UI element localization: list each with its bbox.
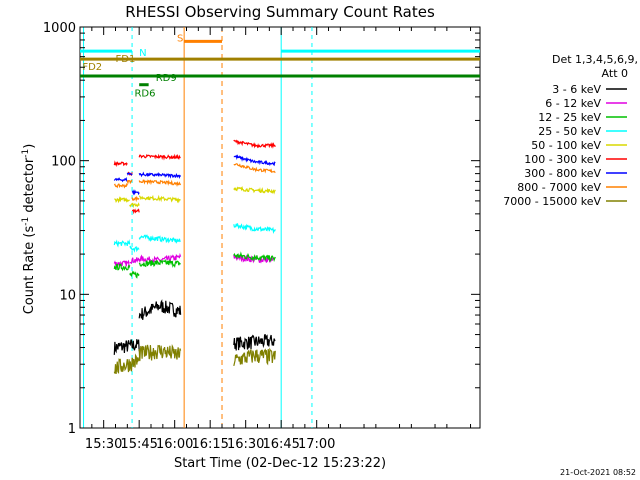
y-tick-label: 100 (51, 155, 76, 170)
y-tick-label: 1 (68, 422, 76, 437)
x-tick-label: 16:15 (191, 437, 228, 452)
legend-label: 12 - 25 keV (538, 111, 601, 124)
series-line-0 (113, 299, 276, 355)
y-tick-label: 1000 (43, 21, 76, 36)
flag-label-fd2: FD2 (82, 62, 102, 73)
legend-label: 50 - 100 keV (531, 139, 601, 152)
legend-label: 100 - 300 keV (524, 153, 601, 166)
x-axis-label: Start Time (02-Dec-12 15:23:22) (174, 456, 386, 471)
series-line-7 (113, 163, 276, 203)
y-tick-label: 10 (59, 288, 76, 303)
x-tick-label: 15:30 (85, 437, 122, 452)
flag-label-n: N (139, 48, 146, 59)
x-tick-label: 17:00 (298, 437, 335, 452)
marker-lines (83, 27, 313, 428)
legend-label: 6 - 12 keV (545, 97, 601, 110)
attenuator-state: Att 0 (602, 67, 628, 80)
legend-label: 3 - 6 keV (552, 83, 601, 96)
y-axis-label: Count Rate (s-1 detector-1) (21, 144, 37, 315)
chart-title: RHESSI Observing Summary Count Rates (125, 3, 435, 21)
y-axis: 1 10 100 1000 (43, 21, 480, 437)
plot-frame (79, 26, 481, 429)
series-line-2 (113, 251, 276, 279)
series-line-3 (113, 223, 276, 253)
series-line-1 (113, 252, 276, 268)
series-line-6 (113, 154, 276, 196)
series-line-8 (113, 344, 276, 375)
x-tick-label: 16:00 (156, 437, 193, 452)
detector-list: Det 1,3,4,5,6,9, (552, 53, 638, 66)
flag-label-s: S (177, 33, 183, 44)
x-tick-label: 16:45 (262, 437, 299, 452)
legend-label: 300 - 800 keV (524, 167, 601, 180)
x-tick-label: 16:30 (227, 437, 264, 452)
flag-label-rd9: RD9 (156, 73, 177, 84)
plot-timestamp: 21-Oct-2021 08:52 (560, 468, 636, 477)
legend-label: 25 - 50 keV (538, 125, 601, 138)
legend-label: 800 - 7000 keV (517, 181, 601, 194)
series-line-4 (114, 185, 276, 209)
series-lines (113, 139, 276, 375)
x-tick-label: 15:45 (120, 437, 157, 452)
legend-label: 7000 - 15000 keV (503, 195, 601, 208)
series-line-5 (113, 139, 276, 215)
flag-label-fd1: FD1 (116, 54, 136, 65)
flag-label-rd6: RD6 (134, 89, 155, 100)
